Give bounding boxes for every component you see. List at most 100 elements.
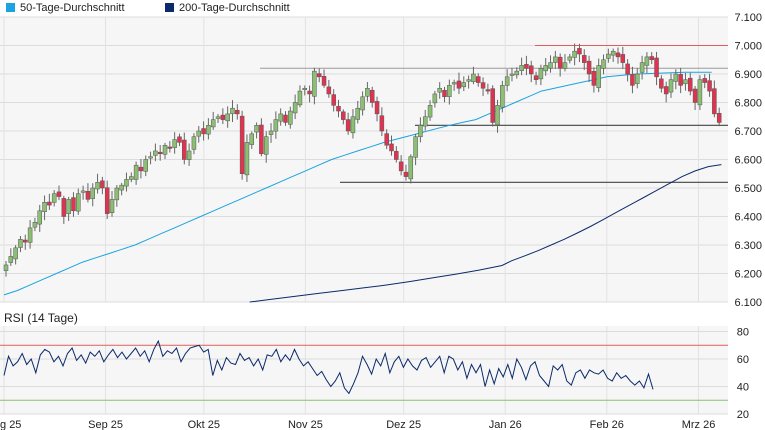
candle-up [114,187,120,201]
candle-up [42,202,47,213]
candle-up [451,82,457,85]
rsi-y-tick-label: 80 [737,327,749,339]
candlesticks [3,43,722,277]
candle-up [3,264,9,271]
candle-up [51,193,57,203]
candle-up [514,70,520,76]
candle-down [321,76,327,86]
ma200-line-group [249,164,722,303]
candle-down [630,74,635,86]
candle-down [341,111,346,120]
candle-down [480,82,486,89]
ma200-line [249,164,722,303]
rsi-y-axis: 20 40 60 80 [737,327,749,422]
ma50-line-group [3,71,712,296]
candle-up [273,119,279,132]
candle-down [586,60,592,75]
candle-up [697,79,703,106]
candle-down [182,139,187,160]
candle-up [8,256,14,263]
price-y-tick-label: 6.200 [734,269,762,281]
candle-down [384,133,389,146]
candle-up [365,88,370,97]
candle-up [37,210,42,225]
price-panel: 6.100 6.200 6.300 6.400 6.500 6.600 6.700 6.800… [0,12,762,309]
candle-up [162,145,168,155]
price-y-tick-label: 6.900 [734,69,762,81]
candle-up [504,76,510,86]
ma50-line [3,71,712,296]
candle-up [683,79,688,85]
candle-down [85,190,91,200]
candle-up [268,130,274,135]
candle-down [707,80,712,92]
price-y-tick-label: 6.100 [734,297,762,309]
candle-down [307,90,312,95]
candle-up [215,116,221,119]
rsi-line-group [3,339,654,395]
candle-down [688,77,693,92]
candle-down [235,109,240,115]
candle-up [596,65,601,88]
candle-down [336,106,341,112]
candle-up [553,56,558,63]
candle-down [456,80,462,89]
candle-up [606,53,611,59]
candle-down [692,88,698,103]
candle-down [625,63,630,75]
candle-up [500,85,505,108]
candle-up [432,93,438,104]
candle-down [678,74,683,86]
candle-up [129,176,134,180]
candle-down [56,191,62,197]
x-tick-label: Mrz 26 [682,419,716,430]
candle-down [485,89,491,92]
candle-down [157,151,163,155]
rsi-y-tick-label: 40 [737,382,749,394]
candle-up [668,79,674,93]
candle-down [533,75,539,80]
candle-up [302,88,308,90]
candle-down [582,55,587,63]
rsi-line [3,339,654,395]
candle-down [345,119,351,132]
candle-down [389,143,394,152]
price-y-tick-label: 7.000 [734,41,762,53]
candle-up [418,125,423,138]
candle-down [100,180,105,189]
x-tick-label: Okt 25 [188,419,220,430]
candle-down [104,187,110,214]
candle-up [206,125,211,135]
candle-up [172,139,177,148]
candle-up [437,88,442,93]
candle-down [374,101,380,115]
price-y-tick-label: 6.300 [734,240,762,252]
candle-down [316,73,322,78]
legend-label-ma50: 50-Tage-Durchschnitt [20,2,125,14]
candle-up [519,65,524,71]
rsi-bands [0,344,728,401]
rsi-panel-background [0,326,728,414]
candle-up [350,116,356,134]
legend-swatch-ma200 [165,3,174,12]
x-tick-label: Dez 25 [386,419,421,430]
candle-up [13,247,18,260]
candle-up [124,179,129,187]
candle-down [620,54,626,63]
candle-up [148,156,153,159]
x-tick-label: Nov 25 [288,419,323,430]
candle-down [654,57,659,78]
rsi-y-tick-label: 20 [737,409,749,421]
price-y-tick-label: 6.600 [734,155,762,167]
candle-up [210,119,216,128]
candle-up [548,62,553,69]
candle-down [61,198,67,217]
candle-up [509,73,515,76]
x-tick-label: Aug 25 [0,419,21,430]
legend-swatch-ma50 [6,3,15,12]
candle-up [408,156,414,180]
candle-down [591,71,597,86]
candle-up [278,113,283,122]
candle-up [572,50,577,58]
candle-up [133,164,139,180]
